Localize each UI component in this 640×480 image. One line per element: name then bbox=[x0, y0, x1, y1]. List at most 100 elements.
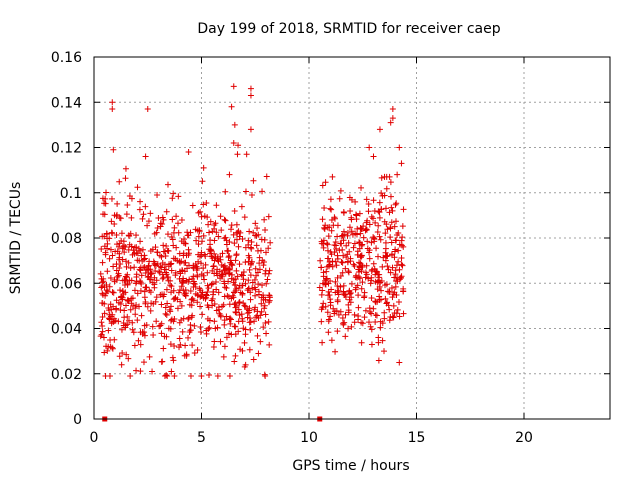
data-point bbox=[230, 231, 237, 238]
data-point bbox=[388, 239, 395, 246]
data-point bbox=[160, 345, 167, 352]
data-point bbox=[211, 250, 218, 257]
data-point bbox=[382, 295, 389, 302]
data-point bbox=[198, 251, 205, 258]
data-point bbox=[160, 242, 167, 249]
data-point bbox=[157, 223, 164, 230]
data-point bbox=[354, 251, 361, 258]
data-point bbox=[220, 353, 227, 360]
data-point bbox=[266, 267, 273, 274]
data-point bbox=[110, 318, 117, 325]
data-point bbox=[205, 221, 212, 228]
data-point bbox=[398, 242, 405, 249]
data-point bbox=[113, 231, 120, 238]
data-point bbox=[199, 311, 206, 318]
data-point bbox=[119, 288, 126, 295]
data-point bbox=[160, 293, 167, 300]
data-point bbox=[356, 259, 363, 266]
data-point bbox=[159, 271, 166, 278]
data-point bbox=[252, 286, 259, 293]
data-point bbox=[391, 223, 398, 230]
data-point bbox=[360, 234, 367, 241]
data-point bbox=[389, 207, 396, 214]
data-point bbox=[323, 276, 330, 283]
data-point bbox=[358, 268, 365, 275]
data-point bbox=[366, 305, 373, 312]
data-point bbox=[200, 164, 207, 171]
data-point bbox=[180, 277, 187, 284]
data-point bbox=[235, 285, 242, 292]
data-point bbox=[109, 289, 116, 296]
data-point bbox=[182, 342, 189, 349]
data-point bbox=[319, 339, 326, 346]
data-point bbox=[241, 302, 248, 309]
data-point bbox=[225, 270, 232, 277]
data-point bbox=[189, 342, 196, 349]
data-point bbox=[233, 236, 240, 243]
data-point bbox=[396, 144, 403, 151]
data-point bbox=[229, 292, 236, 299]
data-point bbox=[127, 265, 134, 272]
data-point bbox=[247, 261, 254, 268]
data-point bbox=[322, 179, 329, 186]
data-point bbox=[145, 218, 152, 225]
data-point bbox=[190, 297, 197, 304]
data-point bbox=[252, 232, 259, 239]
data-point bbox=[376, 233, 383, 240]
x-tick-label: 5 bbox=[197, 430, 206, 446]
data-point bbox=[248, 239, 255, 246]
data-point bbox=[231, 121, 238, 128]
data-point bbox=[332, 239, 339, 246]
data-point bbox=[157, 263, 164, 270]
data-point bbox=[101, 310, 108, 317]
data-point bbox=[253, 272, 260, 279]
data-point bbox=[182, 240, 189, 247]
data-point bbox=[103, 287, 110, 294]
data-point bbox=[387, 234, 394, 241]
data-point bbox=[242, 361, 249, 368]
data-point bbox=[215, 289, 222, 296]
data-point bbox=[237, 346, 244, 353]
data-point bbox=[388, 285, 395, 292]
data-point bbox=[171, 315, 178, 322]
data-point bbox=[261, 371, 268, 378]
data-point bbox=[99, 259, 106, 266]
data-point bbox=[178, 317, 185, 324]
data-point bbox=[189, 202, 196, 209]
data-point bbox=[149, 368, 156, 375]
data-point bbox=[131, 342, 138, 349]
data-point bbox=[168, 283, 175, 290]
data-point bbox=[157, 322, 164, 329]
data-point bbox=[346, 296, 353, 303]
data-point bbox=[212, 278, 219, 285]
data-point bbox=[222, 234, 229, 241]
data-point bbox=[210, 289, 217, 296]
data-point bbox=[370, 305, 377, 312]
data-point bbox=[252, 314, 259, 321]
data-point bbox=[376, 126, 383, 133]
data-point bbox=[247, 296, 254, 303]
data-point bbox=[325, 329, 332, 336]
data-point bbox=[108, 229, 115, 236]
data-point bbox=[392, 201, 399, 208]
data-point bbox=[175, 220, 182, 227]
data-point bbox=[393, 292, 400, 299]
data-point bbox=[132, 311, 139, 318]
data-point bbox=[187, 321, 194, 328]
data-point bbox=[336, 195, 343, 202]
data-point bbox=[97, 270, 104, 277]
data-point bbox=[106, 373, 113, 380]
data-point bbox=[142, 300, 149, 307]
data-point bbox=[379, 192, 386, 199]
data-point bbox=[342, 333, 349, 340]
data-point bbox=[367, 323, 374, 330]
data-point bbox=[382, 205, 389, 212]
data-point bbox=[346, 194, 353, 201]
data-point bbox=[217, 312, 224, 319]
data-point bbox=[226, 265, 233, 272]
data-point bbox=[134, 317, 141, 324]
data-point bbox=[100, 275, 107, 282]
data-point bbox=[340, 282, 347, 289]
data-point bbox=[142, 153, 149, 160]
data-point bbox=[378, 206, 385, 213]
